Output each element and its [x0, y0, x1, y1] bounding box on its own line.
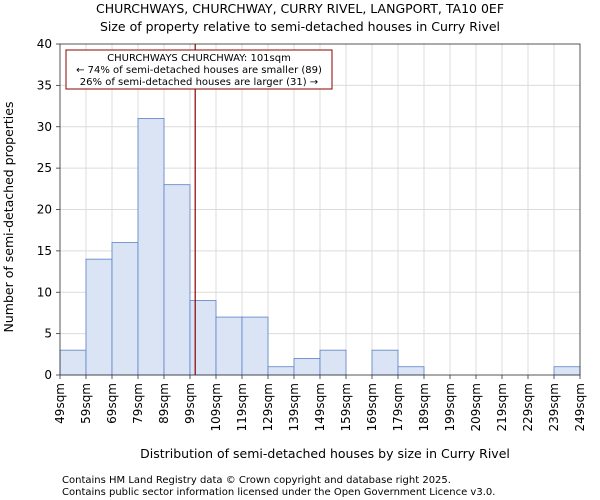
x-tick-label: 169sqm	[365, 383, 379, 431]
annotation-frame	[65, 49, 333, 90]
x-tick-label: 89sqm	[157, 383, 171, 424]
y-tick-label: 10	[37, 285, 52, 299]
annotation-line1: CHURCHWAYS CHURCHWAY: 101sqm	[107, 53, 291, 64]
x-axis-ticks: 49sqm 59sqm 69sqm 79sqm 89sqm 99sqm 109sqm 119s…	[53, 375, 587, 431]
histogram-bar	[241, 316, 269, 376]
x-tick-label: 139sqm	[287, 383, 301, 431]
histogram-bar	[553, 366, 581, 376]
x-tick-label: 129sqm	[261, 383, 275, 431]
y-tick-label: 35	[37, 78, 52, 92]
chart-title-line2: Size of property relative to semi-detach…	[100, 19, 500, 34]
x-tick-label: 59sqm	[79, 383, 93, 424]
histogram-bar	[397, 366, 425, 376]
x-tick-label: 229sqm	[521, 383, 535, 431]
x-tick-label: 119sqm	[235, 383, 249, 431]
x-tick-label: 99sqm	[183, 383, 197, 424]
annotation-line3: 26% of semi-detached houses are larger (…	[80, 77, 318, 88]
y-tick-label: 25	[37, 161, 52, 175]
annotation-box: CHURCHWAYS CHURCHWAY: 101sqm ← 74% of se…	[65, 49, 333, 90]
annotation-line2: ← 74% of semi-detached houses are smalle…	[76, 65, 322, 76]
y-tick-label: 15	[37, 244, 52, 258]
x-tick-label: 159sqm	[339, 383, 353, 431]
histogram-bar	[163, 184, 191, 376]
y-tick-label: 0	[44, 368, 52, 382]
bar-layer	[59, 118, 581, 376]
x-tick-label: 199sqm	[443, 383, 457, 431]
x-tick-label: 149sqm	[313, 383, 327, 431]
y-tick-label: 30	[37, 120, 52, 134]
y-tick-label: 40	[37, 37, 52, 51]
x-tick-label: 189sqm	[417, 383, 431, 431]
y-axis-ticks: 0 5 10 15 20 25 30 35 40	[37, 37, 60, 382]
x-tick-label: 69sqm	[105, 383, 119, 424]
chart-title-line1: CHURCHWAYS, CHURCHWAY, CURRY RIVEL, LANG…	[96, 1, 504, 16]
x-tick-label: 209sqm	[469, 383, 483, 431]
x-tick-label: 79sqm	[131, 383, 145, 424]
y-tick-label: 5	[44, 327, 52, 341]
histogram-bar	[111, 242, 139, 376]
histogram-bar	[137, 118, 165, 376]
x-tick-label: 49sqm	[53, 383, 67, 424]
histogram-bar	[371, 349, 399, 376]
x-tick-label: 249sqm	[573, 383, 587, 431]
x-tick-label: 239sqm	[547, 383, 561, 431]
histogram-bar	[267, 366, 295, 376]
histogram-bar	[85, 258, 113, 376]
y-axis-label: Number of semi-detached properties	[1, 102, 16, 333]
histogram-bar	[319, 349, 347, 376]
histogram-bar	[215, 316, 243, 376]
x-tick-label: 179sqm	[391, 383, 405, 431]
footer-line1: Contains HM Land Registry data © Crown c…	[62, 475, 451, 486]
footer-line2: Contains public sector information licen…	[62, 487, 495, 498]
x-axis-label: Distribution of semi-detached houses by …	[140, 446, 510, 461]
histogram-bar	[189, 300, 217, 376]
x-tick-label: 109sqm	[209, 383, 223, 431]
histogram-bar	[293, 358, 321, 376]
y-tick-label: 20	[37, 203, 52, 217]
x-tick-label: 219sqm	[495, 383, 509, 431]
histogram-bar	[59, 349, 87, 376]
